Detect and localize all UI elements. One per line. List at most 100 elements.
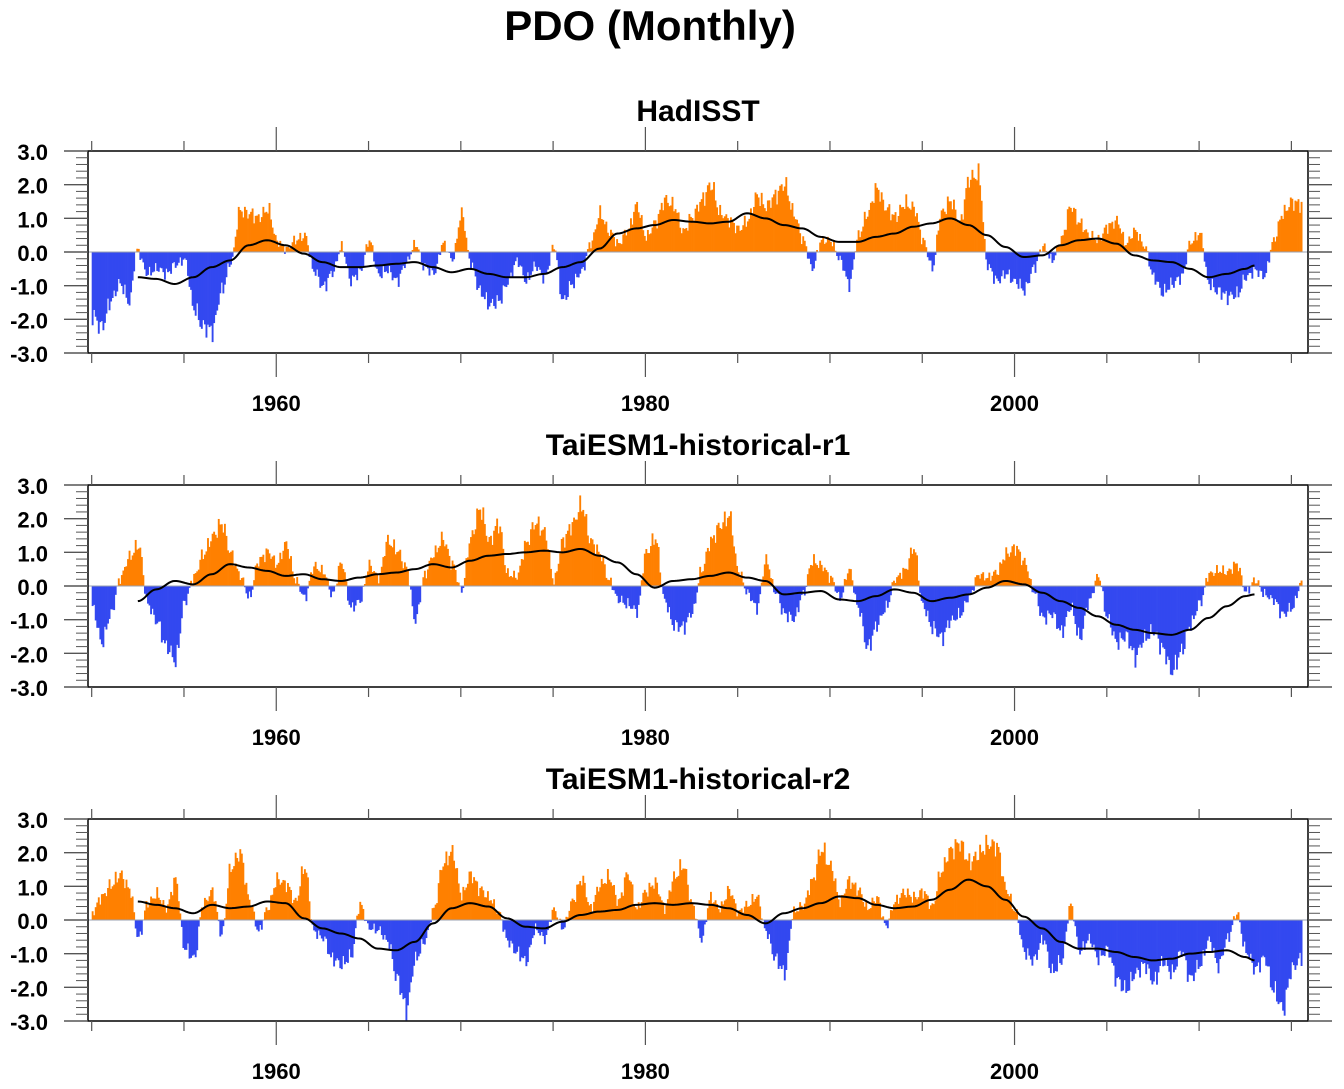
- panel1-bar: [1272, 237, 1275, 252]
- panel2-bar: [608, 580, 611, 586]
- panel1-bar: [736, 225, 739, 252]
- panel3-bar: [1023, 920, 1026, 952]
- panel3-bar: [237, 861, 240, 920]
- panel3-bar: [248, 899, 251, 920]
- panel2-bar: [891, 582, 894, 586]
- panel1-bar: [836, 252, 839, 256]
- panel3-bar: [566, 917, 569, 920]
- panel2-bar: [746, 586, 749, 590]
- panel2-bar: [1179, 586, 1181, 653]
- panel1-bar: [222, 252, 225, 294]
- panel2-bar: [959, 586, 962, 618]
- panel1-bar: [256, 215, 259, 252]
- panel1-bar: [828, 240, 831, 252]
- panel1-bar: [819, 242, 822, 252]
- panel1-bar: [659, 209, 662, 252]
- panel3-bar: [768, 920, 771, 935]
- panel3-bar: [299, 886, 302, 920]
- panel2-bar: [1203, 586, 1206, 588]
- panel1-bar: [508, 252, 511, 278]
- panel2-bar: [956, 586, 958, 620]
- panel2-bar: [1089, 586, 1092, 599]
- panel1-bar: [202, 252, 205, 321]
- panel2-bar: [425, 578, 428, 586]
- panel1-y-tick-label: 3.0: [17, 140, 48, 165]
- panel1-bar: [623, 229, 626, 252]
- panel2-bar: [203, 554, 206, 586]
- panel2-bar: [1286, 586, 1289, 612]
- panel2-bar: [896, 577, 898, 586]
- panel1-bar: [660, 202, 663, 252]
- panel1-bar: [297, 239, 300, 252]
- panel2-bar: [1060, 586, 1063, 626]
- panel3-bar: [1048, 920, 1051, 968]
- panel3-bar: [120, 870, 123, 920]
- panel1-bar: [468, 252, 471, 259]
- panel1-bar: [693, 220, 695, 252]
- panel2-bar: [285, 541, 288, 586]
- panel1-bar: [763, 208, 766, 252]
- panel2-bar: [673, 586, 675, 631]
- panel2-bar: [1163, 586, 1166, 649]
- panel3-bar: [185, 920, 188, 950]
- panel1-bar: [603, 224, 606, 252]
- panel1-bar: [948, 201, 951, 252]
- panel3-bar: [510, 920, 512, 941]
- panel3-bar: [377, 920, 380, 931]
- panel1-bar: [411, 249, 414, 252]
- panel2-bar: [582, 509, 585, 586]
- panel2-bar: [1037, 586, 1040, 607]
- panel1-bar: [417, 249, 420, 252]
- panel1-bar: [648, 234, 651, 252]
- panel2-bar: [205, 551, 208, 586]
- panel3-bar: [959, 851, 962, 920]
- panel2-bar: [545, 540, 548, 586]
- panel3-bar: [1222, 920, 1225, 956]
- panel1-bar: [782, 190, 785, 252]
- panel1-bar: [1288, 207, 1291, 252]
- panel3-bar: [806, 890, 809, 920]
- panel3-smoothed-line: [137, 878, 1255, 962]
- panel2-bar: [753, 586, 755, 603]
- panel3-bar: [1205, 920, 1208, 949]
- panel3-bar: [1003, 881, 1006, 920]
- panel3-bar: [1008, 896, 1011, 920]
- panel3-bar: [1120, 920, 1123, 992]
- panel3-bar: [853, 884, 855, 920]
- panel3-bar: [931, 903, 934, 920]
- panel3-bar: [1232, 916, 1235, 920]
- panel2-bar: [788, 586, 791, 612]
- panel3-bar: [360, 904, 363, 920]
- panel3-bar: [803, 903, 806, 920]
- panel1-bar: [617, 242, 620, 252]
- panel1-bar: [526, 252, 529, 273]
- panel1-bar: [133, 252, 136, 272]
- panel3-bar: [754, 898, 757, 920]
- panel1-bar: [1183, 252, 1186, 268]
- panel1-bar: [1185, 252, 1188, 265]
- panel1-bar: [211, 252, 214, 343]
- panel2-bar: [616, 586, 619, 596]
- panel2-bar: [1216, 565, 1218, 586]
- panel1-bar: [943, 211, 946, 252]
- panel2-bar: [1279, 586, 1281, 619]
- panel3-bar: [811, 878, 814, 920]
- panel1-bar: [1252, 252, 1255, 267]
- panel1-bar: [642, 230, 645, 252]
- panel3-bar: [1217, 920, 1220, 974]
- panel1-bar: [888, 204, 891, 252]
- panel1-bar: [900, 207, 903, 252]
- panel3-bar: [642, 892, 645, 920]
- panel3-bar: [862, 901, 865, 920]
- panel2-bar: [474, 529, 477, 586]
- panel2-bar: [1079, 586, 1082, 639]
- panel1-bar: [1257, 252, 1260, 277]
- panel1-bar: [969, 179, 972, 252]
- panel1-bar: [520, 252, 523, 267]
- panel2-bar: [1128, 586, 1131, 649]
- panel2-bar: [113, 586, 116, 611]
- panel3-y-tick-label: 0.0: [17, 909, 48, 934]
- panel3-bar: [843, 893, 846, 920]
- panel1-bar: [1080, 218, 1083, 252]
- panel1-bar: [920, 244, 923, 252]
